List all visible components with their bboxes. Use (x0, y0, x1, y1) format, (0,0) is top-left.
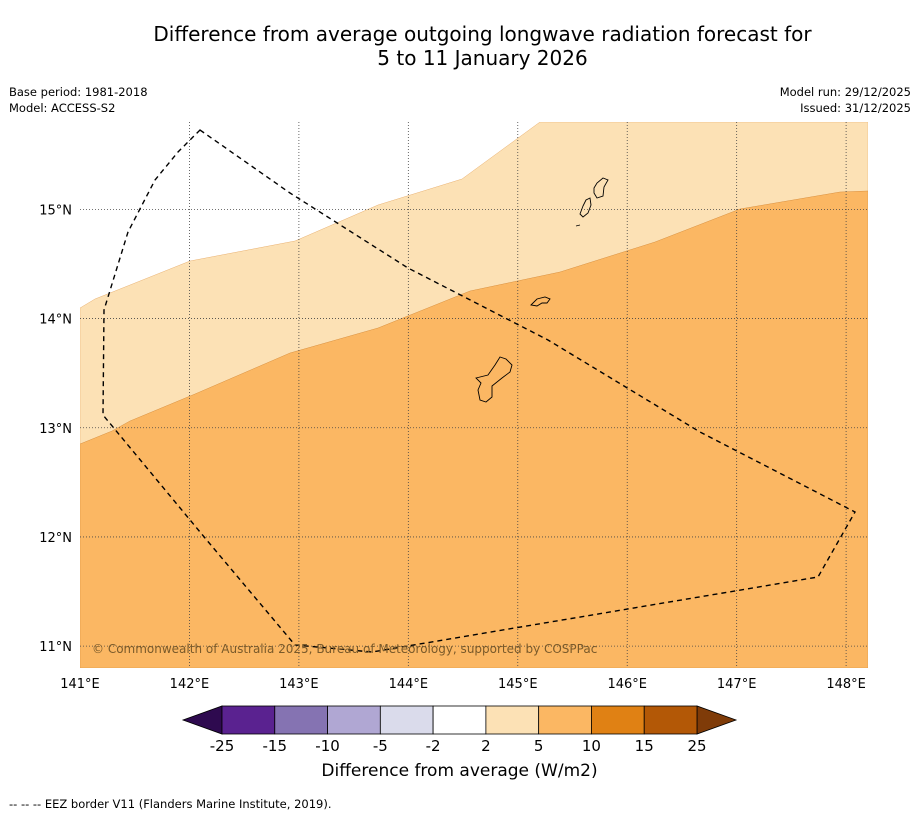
colorbar-tick-label: 15 (635, 737, 654, 755)
lon-tick-label: 146°E (607, 677, 647, 692)
colorbar-box (432, 705, 487, 735)
lon-tick-label: 142°E (170, 677, 210, 692)
lat-tick-label: 12°N (39, 531, 72, 546)
lon-tick-label: 148°E (826, 677, 866, 692)
colorbar-box (221, 705, 276, 735)
aguijan-island (575, 224, 581, 227)
meta-right: Model run: 29/12/2025 Issued: 31/12/2025 (780, 84, 911, 116)
base-period-label: Base period: 1981-2018 (9, 85, 148, 99)
model-label: Model: ACCESS-S2 (9, 101, 116, 115)
colorbar-box (643, 705, 698, 735)
colorbar-tick-label: -10 (315, 737, 340, 755)
colorbar-box (327, 705, 381, 735)
map-title: Difference from average outgoing longwav… (0, 22, 919, 70)
tinian-island (579, 197, 592, 218)
islands (475, 177, 609, 403)
meta-left: Base period: 1981-2018 Model: ACCESS-S2 (9, 84, 148, 116)
copyright-notice: © Commonwealth of Australia 2025, Bureau… (92, 642, 597, 656)
lat-tick-label: 13°N (39, 422, 72, 437)
colorbar-tick-labels: -25 -15 -10 -5 -2 2 5 10 15 25 (210, 737, 707, 755)
colorbar-tick-label: 2 (481, 737, 491, 755)
colorbar: -25 -15 -10 -5 -2 2 5 10 15 25 (181, 705, 738, 755)
map: 141°E 142°E 143°E 144°E 145°E 146°E 147°E 148°E… (39, 122, 868, 692)
lat-tick-labels: 11°N 12°N 13°N 14°N 15°N (39, 203, 72, 655)
guam-island (475, 356, 513, 403)
colorbar-extend-high (696, 705, 738, 735)
colorbar-box (591, 705, 645, 735)
colorbar-tick-label: -5 (373, 737, 388, 755)
colorbar-boxes (221, 705, 698, 735)
lat-tick-label: 14°N (39, 313, 72, 328)
lon-tick-label: 143°E (279, 677, 319, 692)
colorbar-extend-low (181, 705, 223, 735)
colorbar-box (485, 705, 540, 735)
colorbar-tick-label: -15 (263, 737, 288, 755)
eez-legend: -- -- -- EEZ border V11 (Flanders Marine… (9, 797, 332, 811)
model-run-label: Model run: 29/12/2025 (779, 85, 911, 99)
map-title-line2: 5 to 11 January 2026 (377, 46, 588, 70)
map-title-line1: Difference from average outgoing longwav… (153, 22, 812, 46)
colorbar-box (538, 705, 592, 735)
saipan-island (593, 177, 609, 199)
lat-tick-label: 15°N (39, 203, 72, 218)
lon-tick-labels: 141°E 142°E 143°E 144°E 145°E 146°E 147°E 148°E (60, 677, 866, 692)
lon-tick-label: 147°E (717, 677, 757, 692)
lat-tick-label: 11°N (39, 640, 72, 655)
colorbar-tick-label: -2 (426, 737, 441, 755)
colorbar-tick-label: 10 (582, 737, 601, 755)
colorbar-box (274, 705, 328, 735)
lon-tick-label: 141°E (60, 677, 100, 692)
lon-tick-label: 144°E (389, 677, 429, 692)
graticule (80, 122, 868, 668)
eez-border (102, 129, 856, 653)
colorbar-label: Difference from average (W/m2) (321, 761, 598, 781)
issued-label: Issued: 31/12/2025 (800, 101, 911, 115)
region-5-to-10 (80, 190, 868, 668)
rota-island (530, 296, 551, 307)
colorbar-tick-label: -25 (210, 737, 235, 755)
colorbar-tick-label: 5 (534, 737, 544, 755)
colorbar-box (379, 705, 434, 735)
lon-tick-label: 145°E (498, 677, 538, 692)
colorbar-tick-label: 25 (687, 737, 706, 755)
